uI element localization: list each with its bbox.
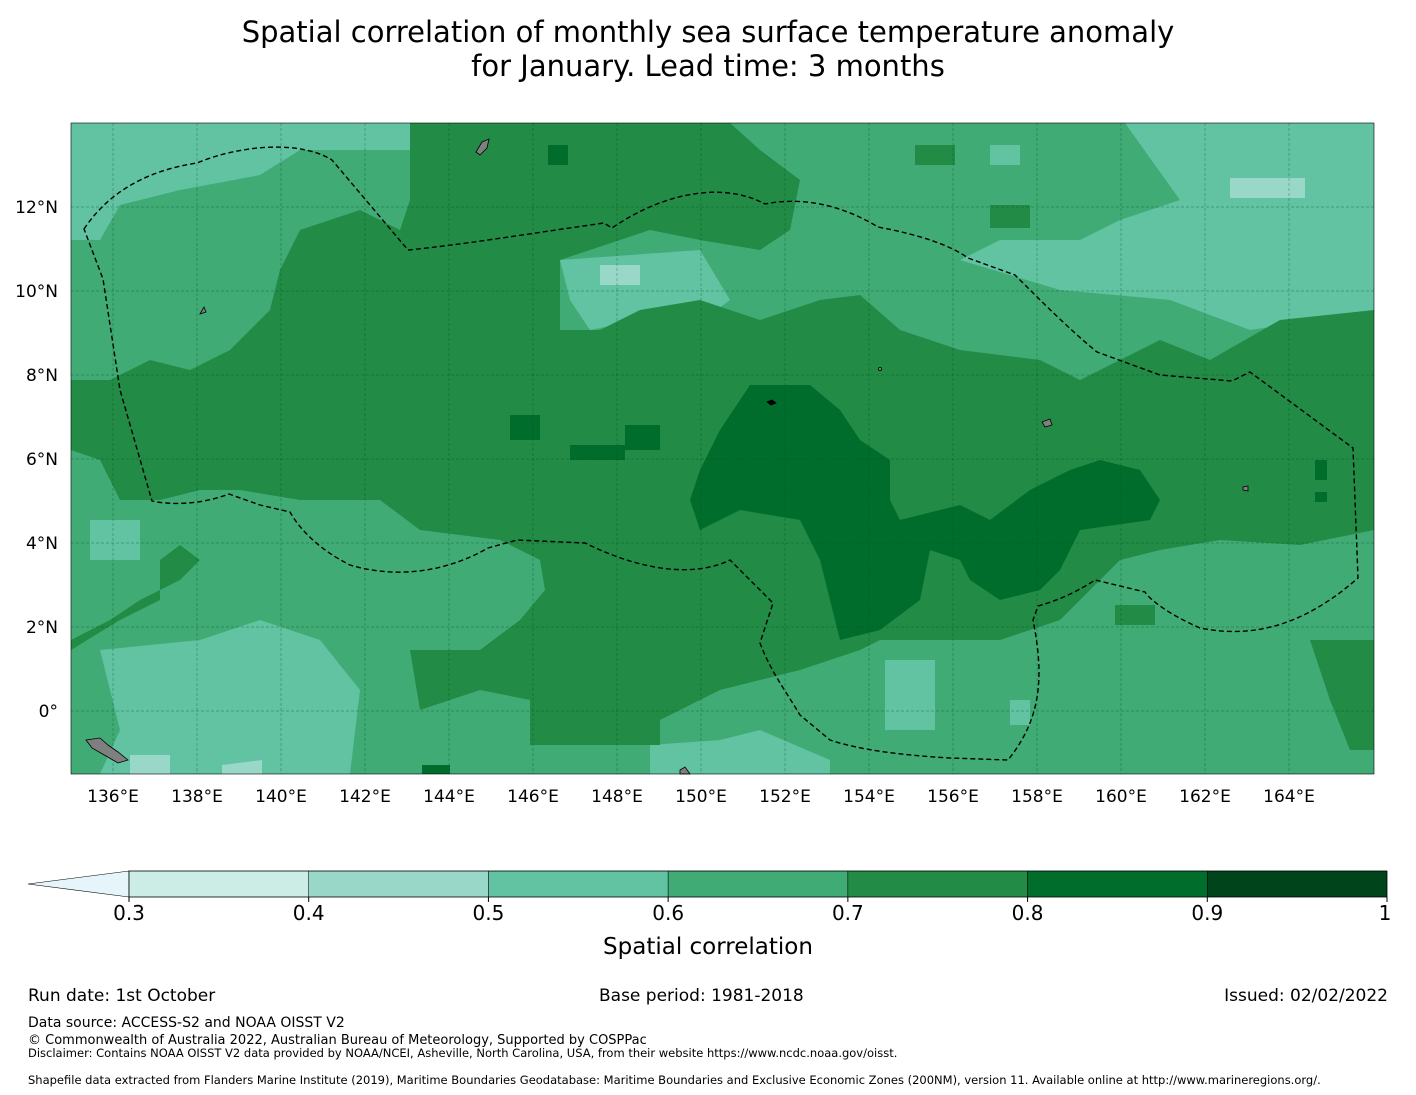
x-tick-label: 148°E — [591, 787, 643, 807]
region-band-0.8-0.9 — [422, 145, 1327, 774]
colorbar-tick-label: 0.5 — [473, 901, 505, 925]
colorbar-tick-label: 0.7 — [832, 901, 864, 925]
colorbar-bin — [1027, 870, 1208, 898]
region-band-0.4-0.5 — [130, 178, 1305, 774]
x-tick-label: 162°E — [1179, 787, 1231, 807]
islands — [85, 138, 1249, 775]
graticule — [71, 123, 1374, 774]
disclaimer: Disclaimer: Contains NOAA OISST V2 data … — [28, 1046, 898, 1060]
run-date: Run date: 1st October — [28, 986, 216, 1006]
issued-date: Issued: 02/02/2022 — [1224, 986, 1388, 1006]
x-tick-label: 142°E — [339, 787, 391, 807]
colorbar-bin — [667, 870, 849, 898]
correlation-map: 136°E 138°E 140°E 142°E 144°E 146°E 148°… — [15, 122, 1375, 807]
colorbar-bin — [1207, 870, 1388, 898]
island-guam — [475, 138, 490, 156]
colorbar-frame — [128, 870, 1388, 898]
colorbar-tick-label: 0.3 — [113, 901, 145, 925]
colorbar-tick-label: 0.4 — [293, 901, 325, 925]
y-tick-label: 0° — [39, 702, 58, 722]
x-tick-label: 154°E — [843, 787, 895, 807]
colorbar-label: Spatial correlation — [603, 934, 813, 960]
colorbar-bins — [128, 870, 1388, 898]
island-palau — [199, 306, 207, 315]
map-frame — [70, 122, 1375, 775]
x-tick-label: 160°E — [1095, 787, 1147, 807]
island-chuuk — [766, 399, 777, 406]
y-tick-label: 10°N — [15, 282, 58, 302]
island-pohnpei — [1041, 418, 1053, 428]
x-tick-label: 150°E — [675, 787, 727, 807]
base-period: Base period: 1981-2018 — [599, 986, 804, 1006]
x-axis-ticks: 136°E 138°E 140°E 142°E 144°E 146°E 148°… — [87, 787, 1315, 807]
x-tick-label: 152°E — [759, 787, 811, 807]
island-dot — [878, 366, 883, 371]
chart-title-line-2: for January. Lead time: 3 months — [471, 49, 945, 83]
chart-title-line-1: Spatial correlation of monthly sea surfa… — [241, 15, 1175, 49]
eez-boundary — [83, 146, 1359, 761]
island-kosrae — [1242, 485, 1249, 492]
colorbar-tick-label: 0.6 — [652, 901, 684, 925]
x-tick-label: 138°E — [171, 787, 223, 807]
y-axis-ticks: 12°N 10°N 8°N 6°N 4°N 2°N 0° — [15, 198, 58, 722]
x-tick-label: 144°E — [423, 787, 475, 807]
y-tick-label: 4°N — [26, 534, 58, 554]
copyright: © Commonwealth of Australia 2022, Austra… — [28, 1033, 647, 1048]
colorbar-tick-label: 0.9 — [1191, 901, 1223, 925]
x-tick-label: 136°E — [87, 787, 139, 807]
colorbar: 0.3 0.4 0.5 0.6 0.7 0.8 0.9 1 Spatial correlati… — [27, 870, 1391, 960]
x-tick-label: 164°E — [1263, 787, 1315, 807]
colorbar-bin — [488, 870, 669, 898]
y-tick-label: 6°N — [26, 450, 58, 470]
y-tick-label: 12°N — [15, 198, 58, 218]
shapefile-credit: Shapefile data extracted from Flanders M… — [28, 1073, 1321, 1087]
colorbar-tick-label: 1 — [1379, 901, 1392, 925]
y-tick-label: 2°N — [26, 618, 58, 638]
x-tick-label: 146°E — [507, 787, 559, 807]
data-source: Data source: ACCESS-S2 and NOAA OISST V2 — [28, 1015, 345, 1031]
colorbar-ticks: 0.3 0.4 0.5 0.6 0.7 0.8 0.9 1 — [113, 897, 1391, 925]
x-tick-label: 156°E — [927, 787, 979, 807]
y-tick-label: 8°N — [26, 366, 58, 386]
colorbar-extend-triangle — [27, 870, 130, 898]
x-tick-label: 140°E — [255, 787, 307, 807]
island-png-north — [85, 737, 129, 764]
colorbar-bin — [847, 870, 1028, 898]
colorbar-bin — [128, 870, 309, 898]
colorbar-bin — [308, 870, 489, 898]
colorbar-tick-label: 0.8 — [1012, 901, 1044, 925]
x-tick-label: 158°E — [1011, 787, 1063, 807]
